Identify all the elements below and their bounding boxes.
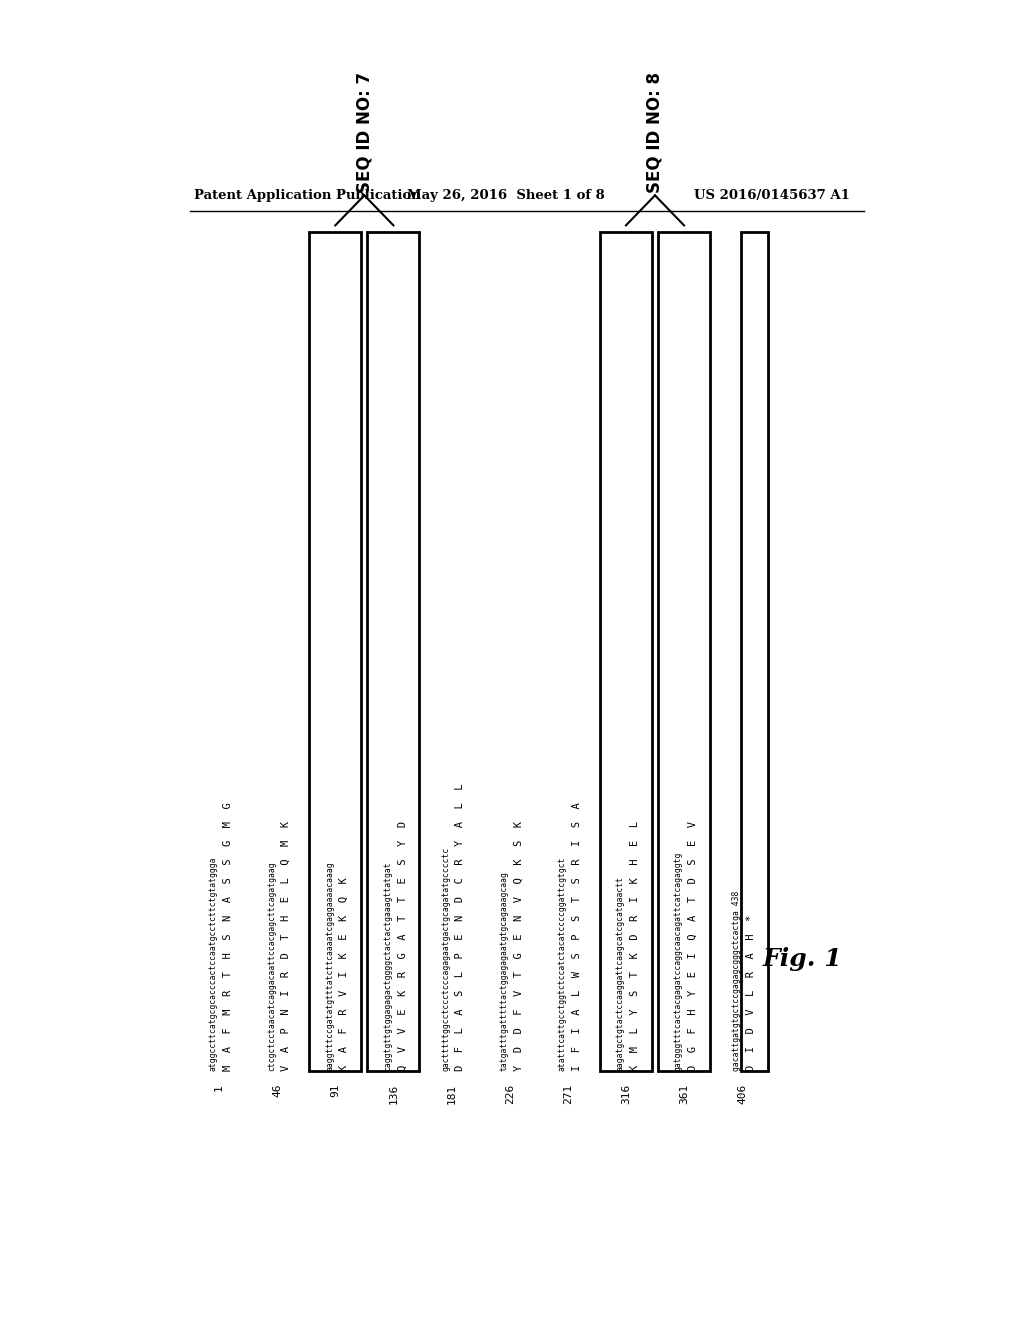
Text: 361: 361 xyxy=(679,1084,689,1105)
Text: Fig. 1: Fig. 1 xyxy=(763,948,842,972)
Text: D  G  F  H  Y  E  I  Q  A  T  D  S  E  V: D G F H Y E I Q A T D S E V xyxy=(688,821,698,1071)
Text: D  I  D  V  L  R  A  H  *: D I D V L R A H * xyxy=(746,915,756,1071)
Text: 406: 406 xyxy=(737,1084,748,1105)
Text: 1: 1 xyxy=(214,1084,224,1090)
Text: I  F  I  A  L  W  S  P  S  T  S  R  I  S  A: I F I A L W S P S T S R I S A xyxy=(571,803,582,1071)
Text: K  A  F  R  V  I  K  E  K  Q  K: K A F R V I K E K Q K xyxy=(339,876,349,1071)
Text: aaggtttccgatatgtttatcttcaaaatcgaggaaaacaaag: aaggtttccgatatgtttatcttcaaaatcgaggaaaaca… xyxy=(326,861,334,1071)
Text: atatttcattgcctggtctccatctacatccccggattcgtgct: atatttcattgcctggtctccatctacatccccggattcg… xyxy=(558,857,566,1071)
Text: May 26, 2016  Sheet 1 of 8: May 26, 2016 Sheet 1 of 8 xyxy=(407,189,605,202)
Bar xyxy=(309,231,361,1071)
Bar xyxy=(368,231,420,1071)
Text: atggccttcatgcgcacccactccaatgcctcttctgtatggga: atggccttcatgcgcacccactccaatgcctcttctgtat… xyxy=(209,857,218,1071)
Text: Y  D  D  F  V  T  G  E  N  V  Q  K  S  K: Y D D F V T G E N V Q K S K xyxy=(514,821,523,1071)
Bar xyxy=(658,231,710,1071)
Text: gatgggtttcactacgagatccaggcaacagattcatcagaggtg: gatgggtttcactacgagatccaggcaacagattcatcag… xyxy=(674,851,683,1071)
Bar xyxy=(600,231,652,1071)
Text: tatgatttgatttttactggagagaatgtgcagaaagcaag: tatgatttgatttttactggagagaatgtgcagaaagcaa… xyxy=(500,871,509,1071)
Text: aagatgctgtactccaaggattcaagcatcgcatgaactt: aagatgctgtactccaaggattcaagcatcgcatgaactt xyxy=(615,876,625,1071)
Text: K  M  L  Y  S  T  K  D  R  I  K  H  E  L: K M L Y S T K D R I K H E L xyxy=(630,821,640,1071)
Text: SEQ ID NO: 7: SEQ ID NO: 7 xyxy=(355,71,374,193)
Bar xyxy=(741,231,768,1071)
Text: ctcgctcctaacatcaggacaattccacgagcttcagatgaag: ctcgctcctaacatcaggacaattccacgagcttcagatg… xyxy=(267,861,276,1071)
Text: US 2016/0145637 A1: US 2016/0145637 A1 xyxy=(693,189,850,202)
Text: 91: 91 xyxy=(331,1084,340,1097)
Text: 181: 181 xyxy=(446,1084,457,1105)
Text: gacattgatgtgctccgagagcgggctcactga 438: gacattgatgtgctccgagagcgggctcactga 438 xyxy=(732,891,741,1071)
Text: 136: 136 xyxy=(388,1084,398,1105)
Text: M  A  F  M  R  T  H  S  N  A  S  S  G  M  G: M A F M R T H S N A S S G M G xyxy=(223,803,232,1071)
Text: 271: 271 xyxy=(563,1084,572,1105)
Text: caggtgttgtggagagactggggctactactgaaagttatgat: caggtgttgtggagagactggggctactactgaaagttat… xyxy=(383,861,392,1071)
Text: Q  V  V  E  K  R  G  A  T  T  E  S  Y  D: Q V V E K R G A T T E S Y D xyxy=(397,821,408,1071)
Text: Patent Application Publication: Patent Application Publication xyxy=(194,189,421,202)
Text: 316: 316 xyxy=(621,1084,631,1105)
Text: SEQ ID NO: 8: SEQ ID NO: 8 xyxy=(646,73,664,193)
Text: V  A  P  N  I  R  D  T  H  E  L  Q  M  K: V A P N I R D T H E L Q M K xyxy=(281,821,291,1071)
Text: 46: 46 xyxy=(272,1084,283,1097)
Text: gactttttggcctccctcccagagaatgactgcagatatgcccctc: gactttttggcctccctcccagagaatgactgcagatatg… xyxy=(441,846,451,1071)
Text: D  F  L  A  S  L  P  E  N  D  C  R  Y  A  L  L: D F L A S L P E N D C R Y A L L xyxy=(456,783,466,1071)
Text: 226: 226 xyxy=(505,1084,515,1105)
